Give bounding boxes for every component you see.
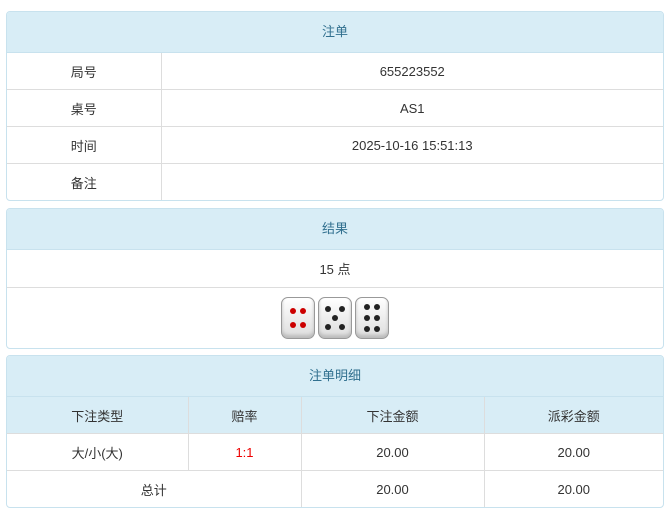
table-row: 局号 655223552 <box>7 53 663 90</box>
col-payout: 派彩金额 <box>483 397 663 434</box>
die-pip <box>290 308 296 314</box>
order-panel: 注单 局号 655223552 桌号 AS1 时间 2025-10-16 15:51:… <box>6 11 664 201</box>
remark-label: 备注 <box>7 163 162 200</box>
table-row: 桌号 AS1 <box>7 89 663 127</box>
bet-amount: 20.00 <box>300 433 485 471</box>
odds: 1:1 <box>187 433 302 471</box>
total-label: 总计 <box>7 470 302 507</box>
table-value: AS1 <box>160 89 663 127</box>
bet-type: 大/小(大) <box>7 433 189 471</box>
die-pip <box>290 322 296 328</box>
table-row: 时间 2025-10-16 15:51:13 <box>7 126 663 164</box>
table-row: 大/小(大) 1:1 20.00 20.00 <box>7 433 663 471</box>
die-pip <box>374 304 380 310</box>
die-pip <box>300 322 306 328</box>
die-pip <box>364 315 370 321</box>
col-odds: 赔率 <box>187 397 302 434</box>
die-pip <box>325 324 331 330</box>
table-label: 桌号 <box>7 89 162 127</box>
die-pip <box>339 324 345 330</box>
time-value: 2025-10-16 15:51:13 <box>160 126 663 164</box>
detail-title: 注单明细 <box>7 356 663 397</box>
table-row: 备注 <box>7 163 663 200</box>
total-row: 总计 20.00 20.00 <box>7 470 663 507</box>
round-value: 655223552 <box>160 53 663 90</box>
die-pip <box>300 308 306 314</box>
die-pip <box>332 315 338 321</box>
die-5-icon <box>318 297 352 339</box>
die-6-icon <box>355 297 389 339</box>
result-panel: 结果 15 点 <box>6 208 664 349</box>
die-pip <box>374 315 380 321</box>
total-payout: 20.00 <box>483 470 663 507</box>
total-bet: 20.00 <box>300 470 485 507</box>
time-label: 时间 <box>7 126 162 164</box>
die-pip <box>364 326 370 332</box>
remark-value <box>160 163 663 200</box>
header-row: 下注类型 赔率 下注金额 派彩金额 <box>7 397 663 434</box>
detail-panel: 注单明细 下注类型 赔率 下注金额 派彩金额 大/小(大) 1:1 20.00 … <box>6 355 664 508</box>
dice-group <box>7 288 663 348</box>
col-bet-type: 下注类型 <box>7 397 189 434</box>
round-label: 局号 <box>7 53 162 90</box>
result-title: 结果 <box>7 209 663 250</box>
result-points: 15 点 <box>7 250 663 288</box>
col-bet-amount: 下注金额 <box>300 397 485 434</box>
die-4-icon <box>281 297 315 339</box>
die-pip <box>364 304 370 310</box>
die-pip <box>374 326 380 332</box>
order-title: 注单 <box>7 12 663 53</box>
die-pip <box>325 306 331 312</box>
die-pip <box>339 306 345 312</box>
payout-amount: 20.00 <box>483 433 663 471</box>
